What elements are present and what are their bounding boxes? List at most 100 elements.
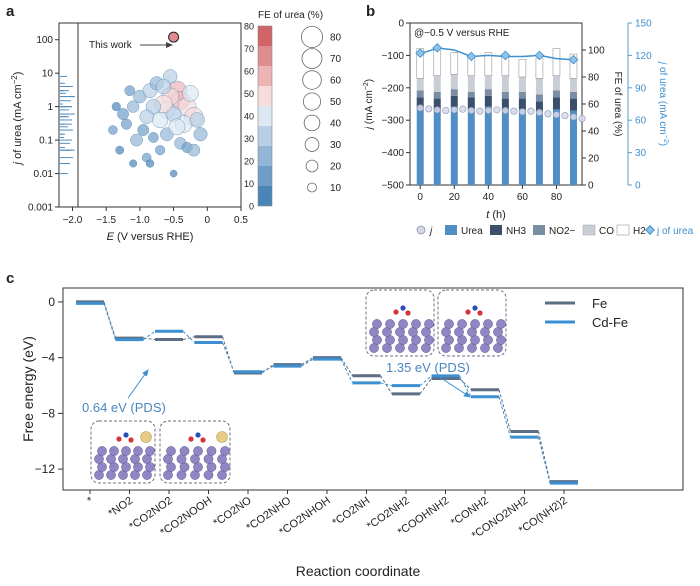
x-tick-label: 0.5 bbox=[234, 215, 248, 226]
metal-atom bbox=[220, 446, 230, 456]
legend-label-fe: Fe bbox=[592, 296, 607, 311]
colorbar-segment bbox=[258, 186, 272, 206]
colorbar-segment bbox=[258, 146, 272, 166]
bar-segment bbox=[552, 97, 560, 110]
j-point bbox=[569, 113, 577, 121]
stacked-bars bbox=[416, 48, 578, 185]
colorbar-tick-label: 40 bbox=[244, 112, 254, 122]
x-tick-label: 60 bbox=[517, 192, 529, 203]
j-point bbox=[552, 111, 560, 119]
data-point bbox=[137, 124, 150, 136]
legend-label-co: CO bbox=[599, 226, 614, 237]
metal-atom bbox=[206, 446, 217, 456]
j-urea-series bbox=[415, 43, 579, 65]
colorbar-tick-label: 0 bbox=[249, 202, 254, 212]
y-axis-label-a: j of urea (mA cm−2) bbox=[10, 72, 24, 167]
x-tick-label: *NO2 bbox=[106, 495, 135, 520]
size-legend-circle bbox=[303, 114, 321, 132]
data-point bbox=[168, 118, 186, 136]
colorbar-segment bbox=[258, 106, 272, 126]
j-urea-marker bbox=[568, 54, 579, 65]
bar-segment bbox=[535, 57, 544, 79]
bar-segment bbox=[501, 98, 509, 111]
bar-segment bbox=[416, 97, 424, 109]
bar-segment bbox=[518, 91, 526, 99]
series-cd-fe bbox=[76, 301, 578, 485]
size-legend: 80 70 60 50 40 30 20 10 bbox=[301, 26, 342, 194]
y2-tick-label: 80 bbox=[588, 73, 600, 84]
connector bbox=[459, 378, 472, 391]
size-legend-circle bbox=[302, 92, 322, 111]
j-point bbox=[535, 108, 543, 116]
bar-segment bbox=[433, 49, 442, 76]
data-point bbox=[111, 102, 121, 112]
bar-segment bbox=[484, 52, 493, 76]
data-point bbox=[169, 169, 178, 178]
legend-label-nh3: NH3 bbox=[506, 226, 526, 237]
legend-swatch-jurea bbox=[645, 225, 655, 235]
size-legend-circle bbox=[305, 159, 319, 173]
j-urea-marker bbox=[500, 50, 511, 61]
y3-tick-label: 0 bbox=[635, 181, 641, 192]
structure-inset-fe-cdfe-right bbox=[365, 289, 507, 357]
bar-segment bbox=[467, 75, 475, 92]
legend-label-jurea: j of urea bbox=[656, 226, 694, 237]
connector bbox=[498, 389, 511, 432]
bar-segment bbox=[467, 97, 475, 110]
metal-atom bbox=[385, 319, 395, 329]
connector bbox=[182, 336, 195, 341]
panel-label-b: b bbox=[366, 3, 375, 20]
y3-axis-ticks-b: 0 30 60 90 120 150 bbox=[628, 19, 652, 192]
x-tick-label: −2.0 bbox=[63, 215, 83, 226]
y-tick-label: −400 bbox=[381, 148, 404, 159]
bar-segment bbox=[501, 91, 509, 99]
data-point bbox=[152, 111, 169, 128]
bar-segment bbox=[535, 112, 543, 185]
colorbar-tick-label: 10 bbox=[244, 179, 254, 189]
y2-tick-label: 40 bbox=[588, 127, 600, 138]
bar-segment bbox=[484, 75, 492, 90]
x-axis-label-c: Reaction coordinate bbox=[296, 563, 421, 579]
legend-label-h2: H2 bbox=[633, 226, 646, 237]
data-point bbox=[127, 100, 140, 113]
y3-tick-label: 90 bbox=[635, 83, 647, 94]
panel-c: 0−4−8−12 * *NO2*CO2NO2*CO2NOOH*CO2NO*CO2N… bbox=[20, 287, 684, 579]
y-tick-label: −500 bbox=[381, 181, 404, 192]
connector bbox=[182, 330, 195, 343]
legend-b: j Urea NH3 NO2− CO H2 j of urea bbox=[416, 224, 694, 237]
connector bbox=[419, 378, 432, 395]
bar-segment bbox=[484, 89, 492, 96]
bar-segment bbox=[416, 90, 424, 98]
metal-atom bbox=[398, 319, 408, 329]
y3-tick-label: 150 bbox=[635, 19, 652, 30]
size-legend-circle bbox=[301, 26, 323, 48]
metal-atom bbox=[109, 446, 119, 456]
bar-segment bbox=[484, 106, 492, 185]
metal-atom bbox=[97, 446, 107, 456]
y-axis-ticks-a: 0.001 0.01 0.1 1 10 100 bbox=[28, 35, 59, 214]
y2-tick-label: 60 bbox=[588, 100, 600, 111]
y2-tick-label: 20 bbox=[588, 154, 600, 165]
colorbar-tick-label: 50 bbox=[244, 89, 254, 99]
bar-segment bbox=[518, 98, 526, 110]
legend-label-j: j bbox=[428, 226, 433, 237]
legend-label-cdfe: Cd-Fe bbox=[592, 315, 628, 330]
y3-tick-label: 60 bbox=[635, 116, 647, 127]
connector bbox=[419, 375, 432, 387]
connector bbox=[103, 303, 116, 340]
x-axis-ticks-b: 0 20 40 60 80 bbox=[417, 185, 562, 203]
data-point bbox=[115, 145, 125, 155]
oxygen-atom bbox=[393, 309, 399, 315]
x-tick-label: 0 bbox=[417, 192, 423, 203]
nitrogen-atom bbox=[123, 432, 129, 438]
bar-segment bbox=[450, 106, 458, 185]
bar-segment bbox=[518, 59, 527, 78]
metal-atom bbox=[372, 319, 382, 329]
x-tick-label: * bbox=[85, 494, 96, 507]
this-work-label: This work bbox=[89, 40, 133, 51]
plot-frame-a bbox=[58, 22, 242, 208]
oxygen-atom bbox=[465, 309, 471, 315]
bar-segment bbox=[467, 109, 475, 185]
colorbar-segment bbox=[258, 86, 272, 106]
size-legend-label: 60 bbox=[330, 76, 342, 87]
